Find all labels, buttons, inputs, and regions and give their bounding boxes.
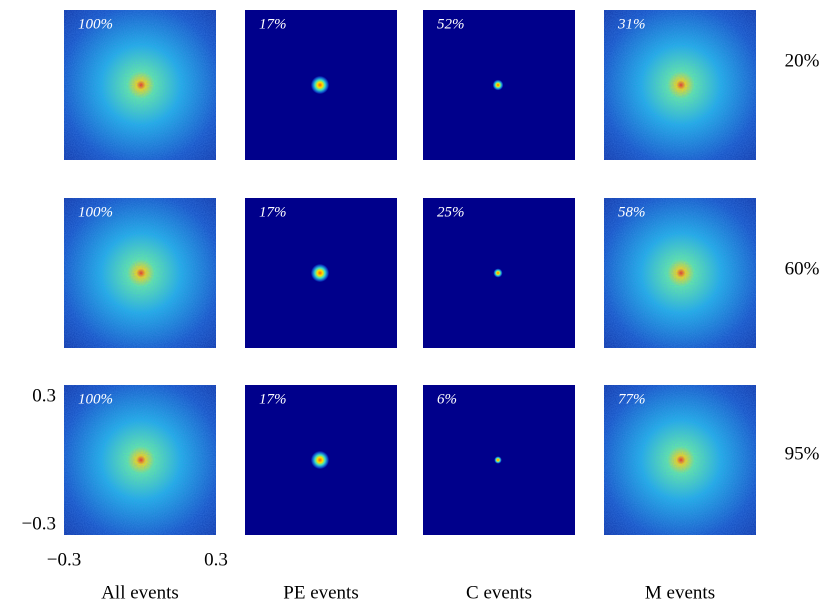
intensity-spot — [493, 268, 503, 278]
panel-label: 17% — [259, 16, 287, 32]
panel-label: 17% — [259, 391, 287, 407]
noise — [604, 10, 756, 160]
x-tick-label: 0.3 — [204, 549, 228, 570]
panel-label: 58% — [618, 204, 646, 220]
panel-label: 52% — [437, 16, 465, 32]
x-tick-label: −0.3 — [47, 549, 81, 570]
row-label: 95% — [785, 443, 820, 464]
row-label: 20% — [785, 50, 820, 71]
column-label: All events — [101, 582, 179, 603]
noise — [604, 385, 756, 535]
panel-label: 100% — [78, 204, 113, 220]
noise — [604, 198, 756, 348]
intensity-spot — [494, 456, 502, 464]
intensity-spot — [492, 79, 504, 91]
noise — [64, 385, 216, 535]
intensity-spot — [310, 75, 330, 95]
panel-label: 100% — [78, 391, 113, 407]
panel-label: 77% — [618, 391, 646, 407]
panel-label: 6% — [437, 391, 457, 407]
panel-label: 17% — [259, 204, 287, 220]
panel-label: 25% — [437, 204, 465, 220]
noise — [64, 198, 216, 348]
panel-label: 31% — [617, 16, 646, 32]
row-label: 60% — [785, 258, 820, 279]
column-label: PE events — [283, 582, 358, 603]
noise — [64, 10, 216, 160]
intensity-spot — [310, 263, 330, 283]
intensity-spot — [310, 450, 330, 470]
y-tick-label: −0.3 — [22, 513, 56, 534]
column-label: C events — [466, 582, 532, 603]
panel-label: 100% — [78, 16, 113, 32]
y-tick-label: 0.3 — [32, 385, 56, 406]
column-label: M events — [645, 582, 715, 603]
